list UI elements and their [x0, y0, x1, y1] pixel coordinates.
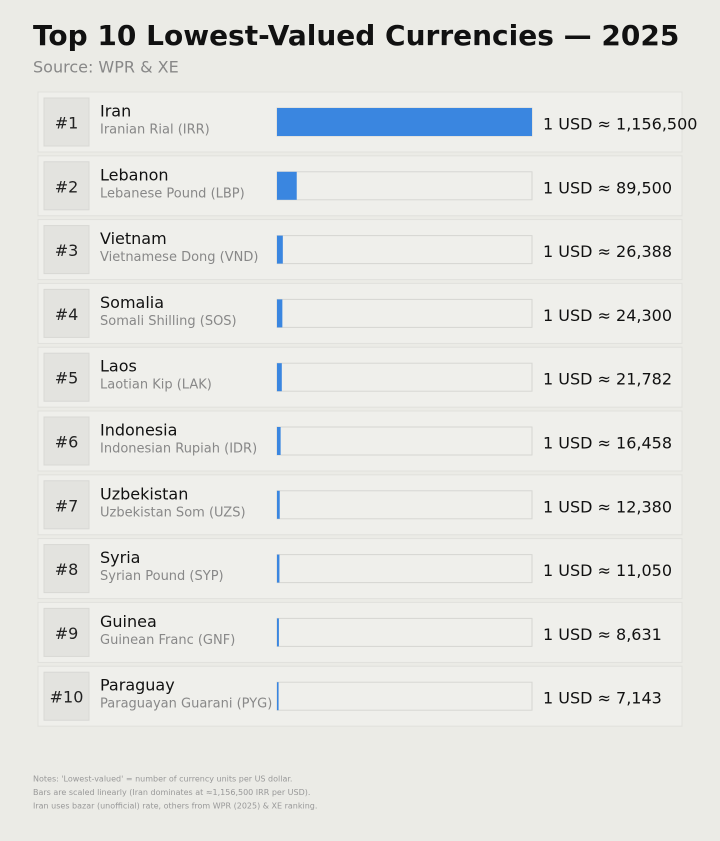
currency-label: Paraguayan Guarani (PYG) [100, 697, 272, 712]
country-label: Uzbekistan [100, 484, 188, 503]
note: Iran uses bazar (unofficial) rate, other… [33, 802, 317, 811]
country-label: Indonesia [100, 421, 177, 440]
currency-label: Somali Shilling (SOS) [100, 314, 237, 329]
currency-label: Guinean Franc (GNF) [100, 633, 235, 648]
bar-track [276, 235, 533, 265]
bar [277, 427, 281, 455]
value-label: 1 USD ≈ 11,050 [543, 561, 672, 580]
rank-box [43, 161, 90, 211]
rank-label: #2 [55, 177, 79, 196]
country-label: Syria [100, 548, 140, 567]
bar [277, 363, 282, 392]
bar [277, 490, 280, 519]
rank-box [43, 97, 90, 147]
country-label: Guinea [100, 612, 157, 631]
rank-label: #8 [55, 560, 79, 579]
value-label: 1 USD ≈ 7,143 [543, 689, 662, 708]
bar-track [276, 554, 533, 584]
value-label: 1 USD ≈ 1,156,500 [543, 115, 697, 134]
currency-label: Laotian Kip (LAK) [100, 378, 212, 393]
bar [277, 618, 279, 647]
bar-track [276, 490, 533, 520]
value-label: 1 USD ≈ 16,458 [543, 434, 672, 453]
rank-box [43, 544, 90, 594]
note: Bars are scaled linearly (Iran dominates… [33, 788, 310, 797]
country-label: Paraguay [100, 676, 175, 695]
currency-label: Vietnamese Dong (VND) [100, 250, 258, 265]
rank-box [43, 352, 90, 402]
bar [277, 108, 532, 136]
bar [277, 682, 279, 711]
bar [277, 299, 283, 328]
currency-label: Syrian Pound (SYP) [100, 569, 224, 584]
chart-title: Top 10 Lowest-Valued Currencies — 2025 [33, 19, 679, 52]
country-label: Iran [100, 102, 131, 121]
value-label: 1 USD ≈ 21,782 [543, 370, 672, 389]
rank-box [43, 416, 90, 466]
rank-box [43, 607, 90, 657]
country-label: Lebanon [100, 165, 169, 184]
note: Notes: 'Lowest-valued' = number of curre… [33, 775, 292, 784]
value-label: 1 USD ≈ 24,300 [543, 306, 672, 325]
rank-label: #3 [55, 241, 79, 260]
rank-label: #7 [55, 496, 79, 515]
rank-label: #6 [55, 433, 79, 452]
bar-track [276, 617, 533, 647]
rank-label: #1 [55, 114, 79, 133]
value-label: 1 USD ≈ 26,388 [543, 242, 672, 261]
rank-box [43, 288, 90, 338]
bar [277, 554, 280, 583]
value-label: 1 USD ≈ 12,380 [543, 497, 672, 516]
country-label: Vietnam [100, 229, 167, 248]
bar [277, 171, 297, 200]
bar-track [276, 298, 533, 328]
rank-label: #9 [55, 624, 79, 643]
rank-box [43, 225, 90, 275]
currency-label: Indonesian Rupiah (IDR) [100, 442, 257, 457]
bar [277, 235, 283, 264]
rank-label: #10 [50, 688, 84, 707]
country-label: Laos [100, 357, 137, 376]
bar-track [276, 362, 533, 392]
value-label: 1 USD ≈ 8,631 [543, 625, 662, 644]
rank-box [43, 671, 90, 721]
bar-track [276, 426, 533, 456]
bar-track [276, 681, 533, 711]
country-label: Somalia [100, 293, 164, 312]
chart-subtitle: Source: WPR & XE [33, 58, 179, 77]
rank-label: #4 [55, 305, 79, 324]
rank-box [43, 480, 90, 530]
currency-label: Uzbekistan Som (UZS) [100, 505, 246, 520]
rank-label: #5 [55, 369, 79, 388]
currency-label: Iranian Rial (IRR) [100, 123, 210, 138]
bar-track [276, 171, 533, 201]
currency-label: Lebanese Pound (LBP) [100, 186, 245, 201]
value-label: 1 USD ≈ 89,500 [543, 178, 672, 197]
